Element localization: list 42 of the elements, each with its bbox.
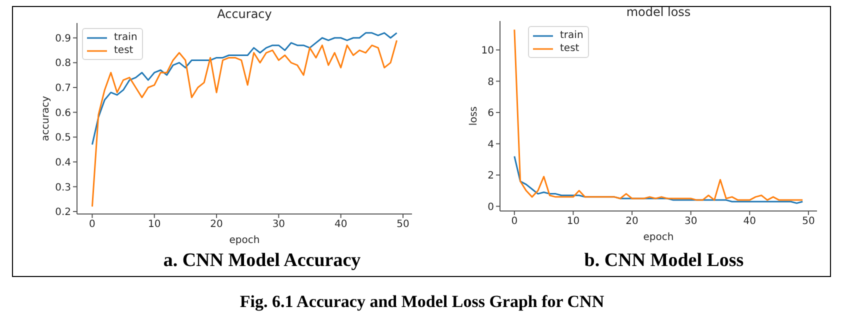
x-tick-label: 50 [802, 216, 815, 228]
y-axis-title: accuracy [40, 96, 52, 142]
x-tick-label: 0 [511, 216, 518, 228]
y-axis-title: loss [468, 106, 480, 126]
x-axis-title: epoch [643, 232, 674, 243]
x-tick-label: 10 [148, 219, 161, 230]
x-tick-label: 20 [210, 219, 223, 230]
y-tick-label: 0.2 [55, 207, 71, 218]
text: b. CNN Model Loss [583, 250, 745, 272]
legend-label: train [114, 32, 138, 43]
y-tick-label: 0.3 [55, 182, 71, 194]
x-tick-label: 10 [566, 216, 580, 228]
y-tick-label: 0.6 [55, 108, 71, 119]
x-axis-title: epoch [229, 235, 260, 246]
x-tick-label: 30 [272, 219, 286, 230]
y-tick-label: 8 [488, 76, 494, 88]
y-tick-label: 0.7 [55, 83, 71, 94]
x-tick-label: 0 [89, 219, 96, 230]
x-tick-label: 30 [684, 216, 698, 228]
y-tick-label: 0.4 [55, 157, 71, 168]
text: a. CNN Model Accuracy [162, 250, 362, 272]
line-series [91, 32, 398, 146]
x-tick-label: 20 [626, 216, 638, 228]
y-tick-label: 0 [488, 202, 494, 213]
legend-label: test [560, 43, 580, 54]
y-tick-label: 0.9 [55, 33, 71, 44]
y-tick-label: 0.5 [55, 132, 71, 144]
legend-label: train [560, 30, 584, 41]
line-series [514, 28, 804, 201]
legend-label: test [114, 45, 134, 56]
chart-title: model loss [625, 5, 692, 19]
x-tick-label: 40 [334, 219, 348, 230]
line-series [91, 40, 398, 208]
chart-title: Accuracy [216, 7, 273, 21]
y-tick-label: 4 [488, 139, 494, 150]
x-tick-label: 40 [743, 216, 756, 228]
y-tick-label: 0.8 [55, 58, 71, 70]
y-tick-label: 2 [488, 170, 494, 182]
y-tick-label: 10 [481, 45, 494, 56]
caption: Fig. 6.1 Accuracy and Model Loss Graph for CNN [238, 292, 606, 312]
x-tick-label: 50 [396, 219, 410, 230]
y-tick-label: 6 [488, 108, 494, 120]
